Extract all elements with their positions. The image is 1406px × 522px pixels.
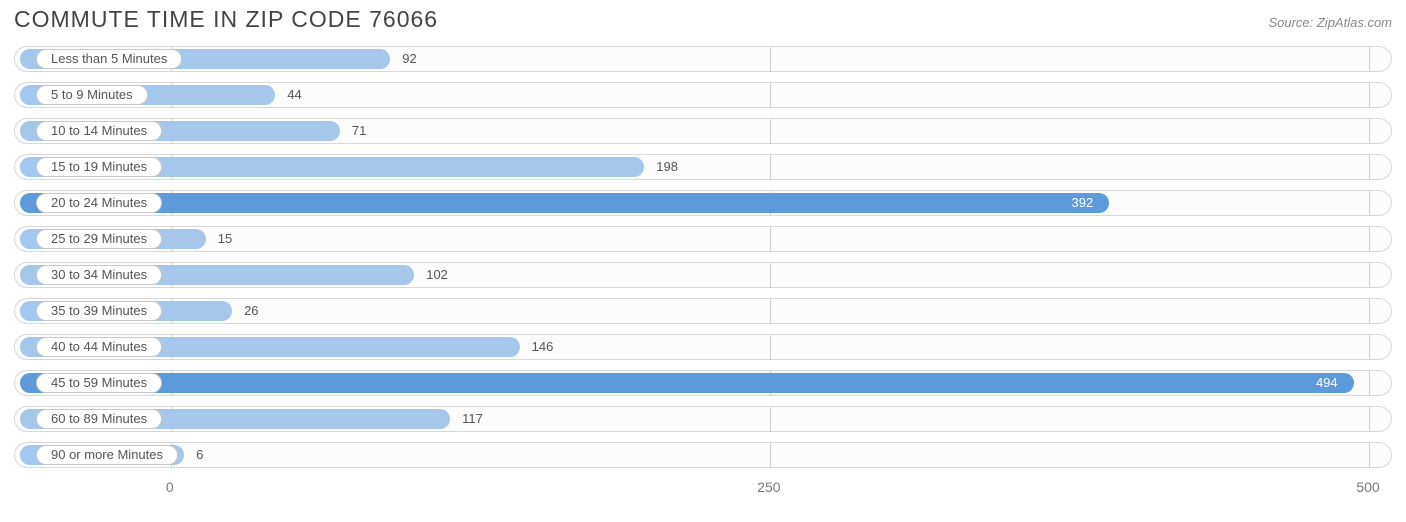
chart-row: 10 to 14 Minutes 71 [14,115,1392,147]
gridline [770,47,771,71]
gridline [770,443,771,467]
chart-row: 60 to 89 Minutes 117 [14,403,1392,435]
chart-row: 15 to 19 Minutes 198 [14,151,1392,183]
chart-row: 45 to 59 Minutes 494 [14,367,1392,399]
category-pill: 15 to 19 Minutes [36,157,162,177]
chart-title: COMMUTE TIME IN ZIP CODE 76066 [14,6,438,33]
chart-source: Source: ZipAtlas.com [1268,15,1392,30]
chart-row: 20 to 24 Minutes 392 [14,187,1392,219]
category-pill: 30 to 34 Minutes [36,265,162,285]
value-label: 198 [656,157,678,177]
value-label: 26 [244,301,258,321]
category-pill: 45 to 59 Minutes [36,373,162,393]
axis-tick: 250 [757,479,780,495]
value-label: 392 [1072,193,1094,213]
value-label: 117 [462,409,483,429]
chart-header: COMMUTE TIME IN ZIP CODE 76066 Source: Z… [0,0,1406,43]
bar [20,373,1354,393]
gridline [770,263,771,287]
value-label: 92 [402,49,416,69]
bar-track [14,442,1392,468]
chart-row: 90 or more Minutes 6 [14,439,1392,471]
value-label: 71 [352,121,366,141]
gridline [1369,371,1370,395]
chart-row: 40 to 44 Minutes 146 [14,331,1392,363]
chart-x-axis: 0 250 500 [14,475,1392,503]
chart-plot-area: Less than 5 Minutes 92 5 to 9 Minutes 44 10 … [0,43,1406,471]
chart-row: 35 to 39 Minutes 26 [14,295,1392,327]
gridline [1369,191,1370,215]
category-pill: Less than 5 Minutes [36,49,182,69]
value-label: 44 [287,85,301,105]
category-pill: 5 to 9 Minutes [36,85,148,105]
value-label: 15 [218,229,232,249]
gridline [1369,227,1370,251]
gridline [1369,47,1370,71]
gridline [1369,443,1370,467]
bar [20,193,1109,213]
gridline [770,299,771,323]
gridline [770,335,771,359]
chart-row: 5 to 9 Minutes 44 [14,79,1392,111]
gridline [1369,335,1370,359]
gridline [1369,263,1370,287]
category-pill: 90 or more Minutes [36,445,178,465]
value-label: 146 [532,337,554,357]
chart-row: 25 to 29 Minutes 15 [14,223,1392,255]
gridline [1369,83,1370,107]
category-pill: 60 to 89 Minutes [36,409,162,429]
value-label: 494 [1316,373,1338,393]
gridline [770,407,771,431]
axis-tick: 0 [166,479,174,495]
gridline [770,119,771,143]
category-pill: 25 to 29 Minutes [36,229,162,249]
value-label: 6 [196,445,203,465]
category-pill: 20 to 24 Minutes [36,193,162,213]
axis-tick: 500 [1356,479,1379,495]
gridline [770,227,771,251]
gridline [770,83,771,107]
value-label: 102 [426,265,448,285]
gridline [1369,407,1370,431]
category-pill: 35 to 39 Minutes [36,301,162,321]
category-pill: 40 to 44 Minutes [36,337,162,357]
gridline [1369,299,1370,323]
chart-row: Less than 5 Minutes 92 [14,43,1392,75]
category-pill: 10 to 14 Minutes [36,121,162,141]
gridline [770,155,771,179]
gridline [1369,119,1370,143]
chart-row: 30 to 34 Minutes 102 [14,259,1392,291]
gridline [1369,155,1370,179]
